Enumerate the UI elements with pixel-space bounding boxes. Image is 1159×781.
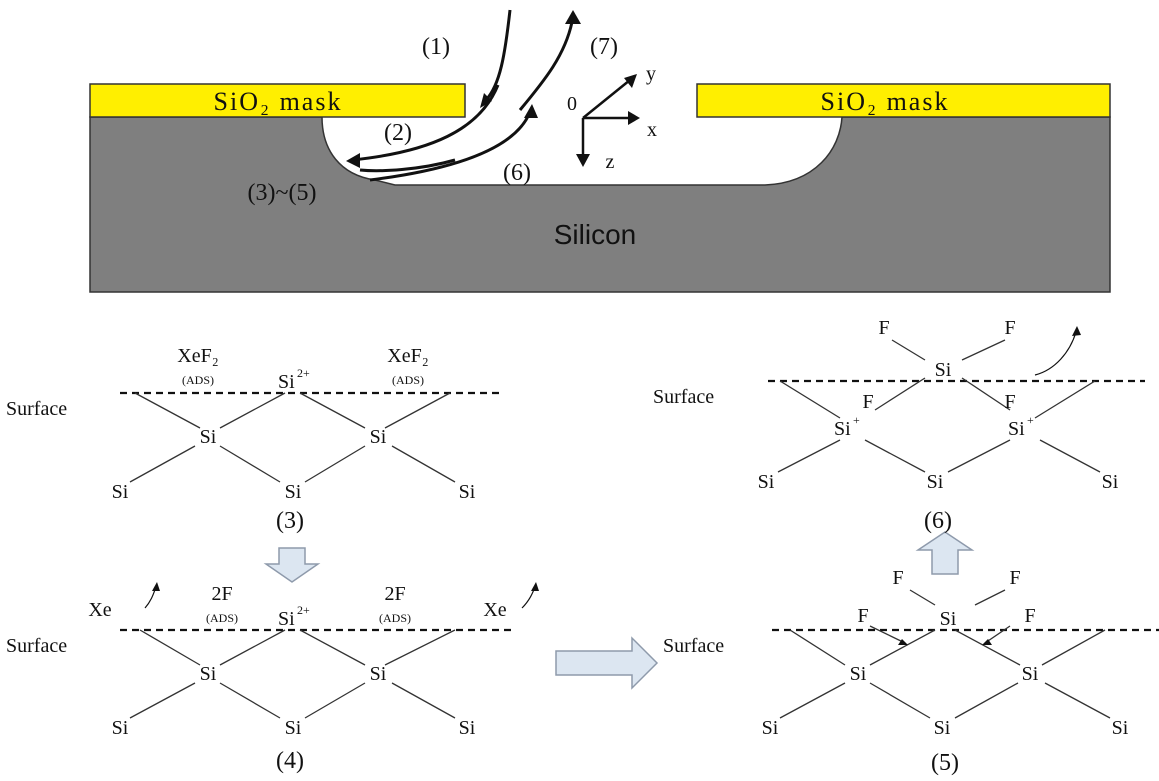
adsorbate-left: XeF₂	[177, 345, 218, 367]
ray-incoming-2	[351, 84, 500, 162]
panel-step-5: Surface F F F F Si Si Si Si Si Si (5)	[663, 567, 1159, 776]
ray-incoming-1	[484, 9, 512, 102]
axis-y-label: y	[646, 63, 656, 85]
si-atom: Si	[459, 481, 476, 503]
surface-label: Surface	[653, 386, 714, 408]
panel-caption: (6)	[924, 508, 952, 534]
si-atom: Si	[934, 717, 951, 739]
si-atom: Si	[370, 426, 387, 448]
sio2-mask-right	[696, 83, 1111, 118]
adsorbate-left: 2F	[211, 583, 232, 605]
si-atom: Si	[285, 481, 302, 503]
f-atom: F	[1004, 391, 1015, 413]
si-atom: Si	[762, 717, 779, 739]
si-atom: Si	[459, 717, 476, 739]
panel-caption: (5)	[931, 750, 959, 776]
si-atom: Si	[112, 481, 129, 503]
si-ion: Si	[1008, 418, 1025, 440]
arrow-right-icon	[555, 636, 659, 690]
ads-tag-left: (ADS)	[206, 611, 238, 625]
si-ion: Si	[834, 418, 851, 440]
axis-z-label: z	[606, 151, 615, 173]
adsorbate-right: 2F	[384, 583, 405, 605]
mask-left-label: SiO₂ mask	[214, 87, 343, 116]
panel-caption: (4)	[276, 748, 304, 774]
si-surface-atom: Si	[940, 608, 957, 630]
panel-step-3: Surface XeF₂ (ADS) XeF₂ (ADS) Si 2+ Si S…	[6, 345, 500, 534]
f-atom: F	[857, 605, 868, 627]
surface-label: Surface	[6, 398, 67, 420]
ads-tag-right: (ADS)	[379, 611, 411, 625]
adsorbate-right: XeF₂	[387, 345, 428, 367]
f-atom: F	[1009, 567, 1020, 589]
si-surface-atom: Si	[278, 371, 295, 393]
xe-desorbed-right: Xe	[483, 599, 506, 621]
si-atom: Si	[285, 717, 302, 739]
si-charge: +	[1027, 413, 1034, 427]
ads-tag-right: (ADS)	[392, 373, 424, 387]
si-atom: Si	[927, 471, 944, 493]
si-surface-atom: Si	[278, 608, 295, 630]
surface-label: Surface	[6, 635, 67, 657]
step-label-2: (2)	[384, 120, 412, 146]
ray-outgoing-7	[518, 21, 574, 111]
si-atom: Si	[850, 663, 867, 685]
step-label-6: (6)	[503, 160, 531, 186]
f-atom: F	[1004, 317, 1015, 339]
f-atom: F	[892, 567, 903, 589]
panel-step-4: Surface Xe Xe 2F (ADS) 2F (ADS) Si 2+ Si…	[6, 582, 539, 774]
arrowhead-ray-6	[524, 104, 538, 118]
panel-caption: (3)	[276, 508, 304, 534]
si-atom: Si	[758, 471, 775, 493]
si-atom: Si	[1112, 717, 1129, 739]
si-charge: 2+	[297, 603, 310, 617]
substrate-label: Silicon	[554, 219, 636, 250]
si-atom: Si	[112, 717, 129, 739]
silicon-substrate	[89, 116, 1111, 293]
arrowhead-ray-1	[480, 93, 492, 108]
mask-right-label: SiO₂ mask	[821, 87, 950, 116]
ray-outgoing-6	[369, 111, 532, 182]
surface-label: Surface	[663, 635, 724, 657]
step-label-1: (1)	[422, 34, 450, 60]
ads-tag-left: (ADS)	[182, 373, 214, 387]
arrow-down-icon	[263, 547, 321, 583]
axis-x-label: x	[647, 119, 657, 141]
xe-desorbed-left: Xe	[88, 599, 111, 621]
f-atom: F	[862, 391, 873, 413]
panel-step-6: Surface F F Si F F Si + Si + Si Si Si (6…	[653, 317, 1145, 534]
si-atom: Si	[1102, 471, 1119, 493]
arrowhead-ray-2	[346, 153, 360, 168]
si-charge: 2+	[297, 366, 310, 380]
ray-surface-345	[359, 158, 456, 173]
si-atom: Si	[200, 663, 217, 685]
axis-origin-label: 0	[567, 93, 577, 115]
step-label-345: (3)~(5)	[248, 180, 317, 206]
f-atom: F	[1024, 605, 1035, 627]
step-label-7: (7)	[590, 34, 618, 60]
coordinate-axes: 0 x y z	[567, 63, 657, 173]
f-atom: F	[878, 317, 889, 339]
si-atom: Si	[1022, 663, 1039, 685]
si-desorbing-atom: Si	[935, 359, 952, 381]
sio2-mask-left	[89, 83, 466, 118]
si-charge: +	[853, 413, 860, 427]
arrow-up-icon	[915, 531, 975, 575]
si-atom: Si	[200, 426, 217, 448]
arrowhead-ray-7	[565, 10, 581, 24]
si-atom: Si	[370, 663, 387, 685]
etch-cross-section: SiO₂ mask SiO₂ mask Silicon (1) (2) (3)~…	[89, 9, 1111, 293]
